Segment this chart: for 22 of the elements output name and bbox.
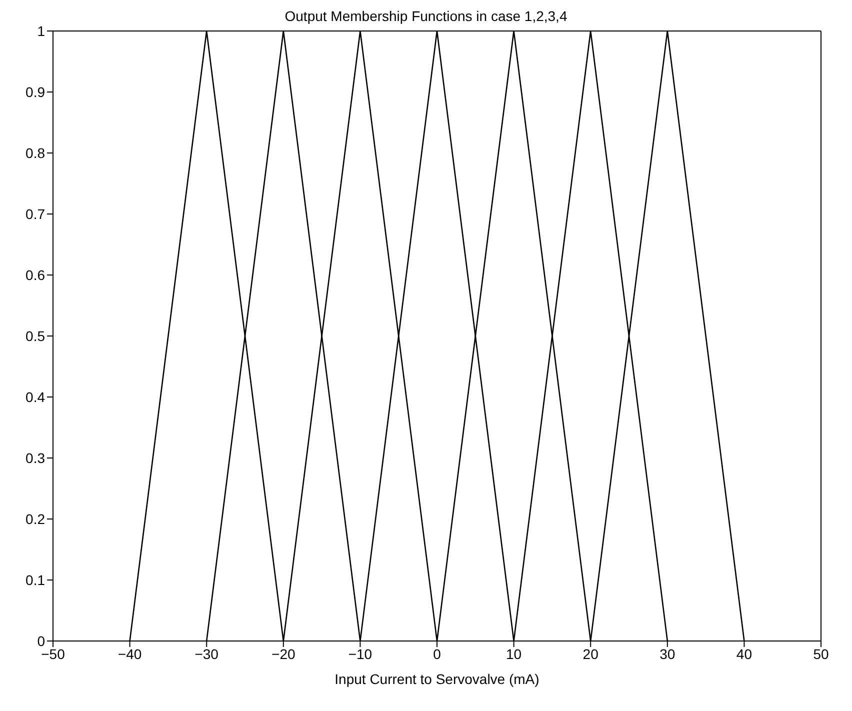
x-tick-label: −40 xyxy=(118,646,142,662)
y-tick-label: 0.9 xyxy=(26,84,46,100)
y-tick-label: 0.5 xyxy=(26,328,46,344)
y-tick-label: 0.1 xyxy=(26,572,46,588)
x-axis-title: Input Current to Servovalve (mA) xyxy=(334,671,540,687)
x-tick-label: 40 xyxy=(736,646,752,662)
x-tick-label: −20 xyxy=(272,646,296,662)
y-tick-label: 0.6 xyxy=(26,266,46,283)
x-tick-label: 30 xyxy=(660,646,676,662)
x-tick-label: 50 xyxy=(813,646,829,662)
y-tick-label: 0.7 xyxy=(26,206,46,222)
x-tick-label: 0 xyxy=(433,646,442,662)
y-tick-label: 1 xyxy=(37,22,46,39)
x-tick-label: 10 xyxy=(506,646,522,662)
y-tick-label: 0.8 xyxy=(26,144,46,161)
y-tick-label: 0.2 xyxy=(26,510,46,527)
x-tick-label: 20 xyxy=(582,646,599,662)
y-tick-label: 0.3 xyxy=(26,450,46,466)
chart-title: Output Membership Functions in case 1,2,3,4 xyxy=(284,8,568,24)
x-tick-label: −30 xyxy=(194,646,219,662)
y-tick-label: 0.4 xyxy=(26,388,46,405)
x-tick-label: −10 xyxy=(348,646,372,662)
